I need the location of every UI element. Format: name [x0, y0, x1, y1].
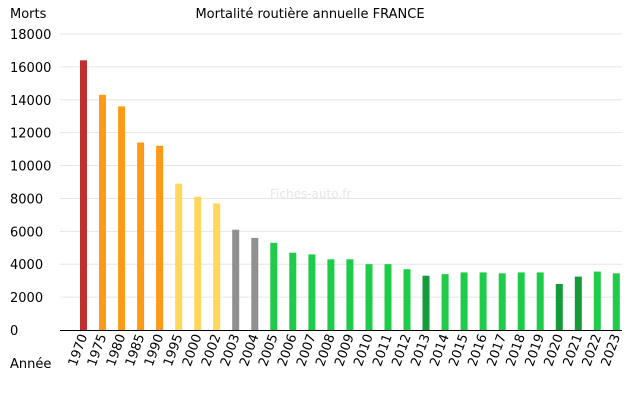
bar-2016 [479, 272, 487, 330]
y-tick-label: 4000 [10, 258, 43, 273]
bar-2007 [308, 254, 316, 330]
watermark-text: Fiches-auto.fr [270, 187, 352, 201]
y-axis-label: Morts [10, 7, 47, 22]
x-axis-label: Année [10, 357, 52, 372]
bar-2022 [593, 271, 601, 330]
bar-2000 [194, 196, 202, 330]
bar-1995 [175, 183, 183, 330]
bar-2019 [536, 272, 544, 330]
bar-1980 [118, 106, 126, 331]
grid-lines [60, 33, 622, 298]
bar-2006 [289, 252, 297, 330]
y-tick-labels: 0 2000 4000 6000 8000 10000 12000 14000 16000 180… [10, 28, 51, 339]
y-tick-label: 18000 [10, 28, 51, 43]
bar-2008 [327, 259, 335, 330]
bar-2011 [384, 264, 392, 330]
chart-title: Mortalité routière annuelle FRANCE [195, 7, 425, 22]
bar-2020 [555, 284, 563, 330]
y-tick-label: 10000 [10, 160, 51, 175]
y-tick-label: 2000 [10, 291, 43, 306]
bar-2003 [232, 229, 240, 330]
y-tick-label: 12000 [10, 127, 51, 142]
bar-2014 [441, 274, 449, 330]
bar-1990 [156, 145, 164, 330]
bar-2002 [213, 203, 221, 330]
y-tick-label: 8000 [10, 192, 43, 207]
bar-2004 [251, 237, 259, 330]
bar-2017 [498, 273, 506, 330]
bar-1970 [80, 60, 87, 331]
bar-2012 [403, 269, 411, 330]
x-tick-labels: 1970197519801985199019952000200220032004… [66, 332, 624, 368]
bar-2013 [422, 275, 430, 330]
y-tick-label: 6000 [10, 225, 43, 240]
y-tick-label: 16000 [10, 61, 51, 76]
bar-2018 [517, 272, 525, 330]
bar-2005 [270, 242, 278, 330]
y-tick-label: 0 [10, 324, 18, 339]
bar-2023 [612, 273, 620, 330]
bar-2021 [574, 276, 582, 330]
bar-2010 [365, 264, 373, 330]
bar-1985 [137, 142, 145, 330]
bar-1975 [99, 94, 106, 330]
bar-2009 [346, 259, 354, 330]
y-tick-label: 14000 [10, 94, 51, 109]
bar-2015 [460, 272, 468, 330]
bars [80, 60, 620, 331]
